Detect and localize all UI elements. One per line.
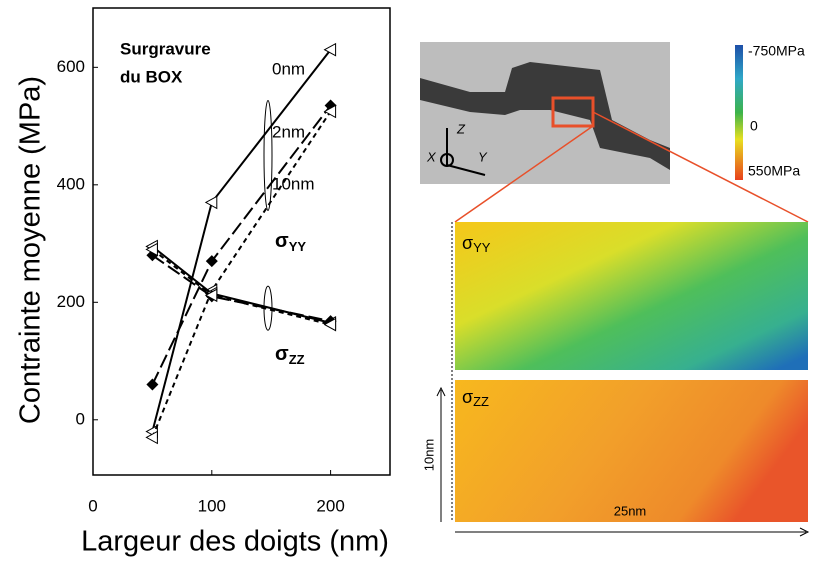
y-tick-label: 400 (57, 174, 85, 193)
marker (323, 104, 337, 119)
series-label: 10nm (272, 174, 315, 193)
arrow-head (436, 386, 446, 397)
symbol: σ (275, 230, 289, 252)
title-line: du BOX (120, 67, 183, 86)
series-line (151, 110, 332, 438)
series-line (151, 245, 331, 324)
subscript: ZZ (473, 394, 489, 409)
y-tick-label: 200 (57, 292, 85, 311)
title-line: Surgravure (120, 39, 211, 58)
annotation: σZZ (275, 343, 305, 367)
axis-letter: Y (478, 149, 488, 164)
subscript: ZZ (289, 352, 305, 367)
plot-frame (92, 7, 391, 476)
series-line (151, 254, 331, 323)
marker (204, 195, 218, 210)
colorbar-label: -750MPa (748, 43, 805, 59)
arrow-head (799, 527, 810, 537)
group-ellipse (263, 285, 273, 331)
marker (145, 430, 158, 445)
dim-label: 25nm (614, 503, 647, 518)
map-label: σYY (462, 233, 491, 256)
subscript: YY (473, 240, 491, 255)
x-tick-label: 0 (88, 496, 97, 515)
colorbar-label: 550MPa (748, 163, 800, 179)
map-label: σZZ (462, 387, 489, 410)
zoom-line (454, 125, 594, 223)
symbol: σ (462, 233, 473, 253)
zoom-line (592, 111, 809, 223)
symbol: σ (275, 343, 289, 365)
series-line (151, 248, 331, 326)
x-tick-label: 200 (316, 496, 344, 515)
x-axis-title: Largeur des doigts (nm) (81, 526, 389, 558)
axis-letter: X (426, 149, 437, 164)
micrograph (420, 42, 670, 184)
y-tick-label: 600 (57, 57, 85, 76)
marker (205, 255, 218, 268)
y-axis-title: Contrainte moyenne (MPa) (15, 76, 47, 424)
marker (145, 242, 158, 257)
series-label: 2nm (272, 122, 305, 141)
colorbar (735, 45, 743, 180)
colorbar-label: 0 (750, 118, 758, 134)
dim-label: 10nm (421, 439, 436, 472)
group-ellipse (263, 99, 273, 211)
marker (323, 317, 337, 332)
stress-map (455, 222, 808, 370)
subscript: YY (289, 239, 307, 254)
y-tick-label: 0 (76, 409, 85, 428)
axis-letter: Z (456, 121, 466, 136)
marker (146, 378, 159, 391)
stress-map (455, 380, 808, 522)
marker (204, 288, 218, 303)
x-tick-label: 100 (198, 496, 226, 515)
symbol: σ (462, 387, 473, 407)
annotation: σYY (275, 230, 306, 254)
marker (323, 42, 337, 57)
series-label: 0nm (272, 59, 305, 78)
